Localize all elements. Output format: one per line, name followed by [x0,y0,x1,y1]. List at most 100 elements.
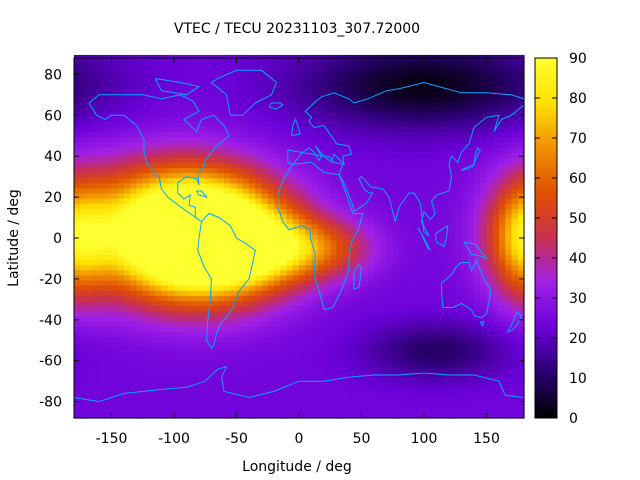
heatmap-cell [267,392,275,399]
heatmap-cell [330,203,338,209]
heatmap-cell [417,146,425,153]
heatmap-cell [480,336,488,342]
heatmap-cell [430,106,438,112]
heatmap-cell [317,65,325,71]
heatmap-cell [280,249,288,255]
heatmap-cell [130,305,138,312]
heatmap-cell [336,331,344,337]
heatmap-cell [486,218,494,225]
heatmap-cell [349,315,356,322]
heatmap-cell [467,208,475,215]
heatmap-cell [311,346,319,353]
heatmap-cell [161,80,169,87]
heatmap-cell [274,279,281,286]
heatmap-cell [92,259,100,266]
heatmap-cell [299,111,306,117]
heatmap-cell [311,172,319,179]
heatmap-cell [211,310,219,317]
heatmap-cell [236,75,244,82]
heatmap-cell [192,274,200,281]
heatmap-cell [436,351,444,358]
heatmap-cell [74,70,81,76]
heatmap-cell [355,213,363,220]
heatmap-cell [361,336,369,342]
heatmap-cell [274,65,281,71]
heatmap-cell [155,213,163,220]
heatmap-cell [80,377,88,383]
heatmap-cell [461,244,469,250]
heatmap-cell [199,269,206,276]
heatmap-cell [374,70,381,76]
heatmap-cell [242,177,250,184]
heatmap-cell [267,223,275,230]
heatmap-cell [505,239,513,245]
heatmap-cell [199,346,206,353]
heatmap-cell [186,274,194,281]
heatmap-cell [136,233,144,240]
heatmap-cell [417,366,425,373]
heatmap-cell [149,371,156,378]
heatmap-cell [161,70,169,76]
heatmap-cell [205,346,213,353]
heatmap-cell [149,60,156,66]
heatmap-cell [86,126,94,133]
heatmap-cell [299,259,306,266]
heatmap-cell [386,407,394,414]
heatmap-cell [305,65,313,71]
heatmap-cell [217,382,225,388]
heatmap-cell [449,305,456,312]
heatmap-cell [367,218,375,225]
heatmap-cell [280,182,288,189]
heatmap-cell [249,249,256,255]
heatmap-cell [249,95,256,102]
heatmap-cell [117,315,125,322]
heatmap-cell [449,346,456,353]
heatmap-cell [199,187,206,194]
heatmap-cell [386,187,394,194]
heatmap-cell [86,259,94,266]
heatmap-cell [311,310,319,317]
heatmap-cell [486,70,494,76]
heatmap-cell [424,223,431,230]
heatmap-cell [192,100,200,107]
heatmap-cell [399,85,406,92]
heatmap-cell [205,116,213,123]
heatmap-cell [217,239,225,245]
heatmap-cell [424,70,431,76]
heatmap-cell [330,213,338,220]
heatmap-cell [324,131,331,138]
heatmap-cell [361,356,369,363]
heatmap-cell [274,264,281,271]
heatmap-cell [461,111,469,117]
heatmap-cell [436,131,444,138]
heatmap-cell [392,361,400,368]
heatmap-cell [486,111,494,117]
heatmap-cell [505,208,513,215]
heatmap-cell [405,198,413,204]
heatmap-cell [280,218,288,225]
heatmap-cell [505,218,513,225]
heatmap-cell [130,269,138,276]
heatmap-cell [174,259,181,266]
heatmap-cell [255,85,263,92]
heatmap-cell [505,402,513,409]
heatmap-cell [324,75,331,82]
heatmap-cell [155,320,163,327]
heatmap-cell [186,412,194,419]
heatmap-cell [136,162,144,169]
heatmap-cell [142,397,150,404]
heatmap-cell [499,325,506,332]
heatmap-cell [474,356,481,363]
heatmap-cell [167,121,175,128]
heatmap-cell [424,320,431,327]
heatmap-cell [261,152,269,158]
heatmap-cell [405,356,413,363]
heatmap-cell [355,157,363,163]
heatmap-cell [74,95,81,102]
heatmap-cell [467,111,475,117]
heatmap-cell [92,249,100,255]
heatmap-cell [342,290,350,296]
heatmap-cell [74,213,81,220]
heatmap-cell [211,392,219,399]
heatmap-cell [305,351,313,358]
